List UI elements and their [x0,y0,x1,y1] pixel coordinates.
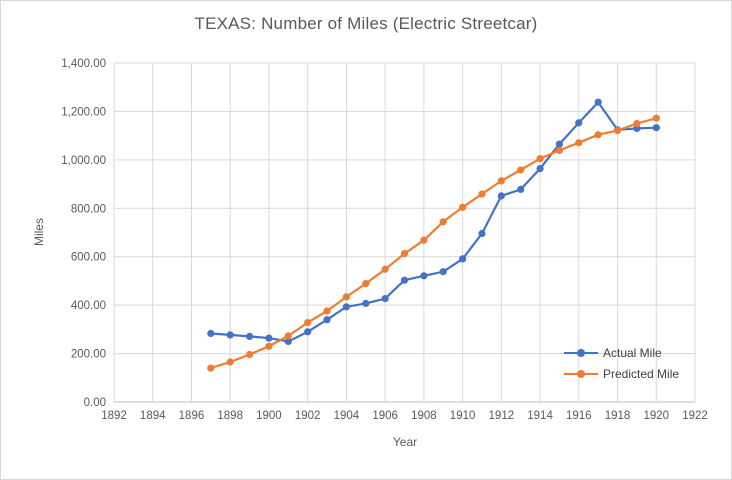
predicted-mile-point[interactable] [594,131,602,139]
actual-mile-point[interactable] [517,185,525,193]
actual-mile-point[interactable] [323,316,331,324]
actual-mile-point[interactable] [400,276,409,284]
x-tick-label: 1918 [605,410,631,422]
y-tick-label: 400.00 [71,300,106,312]
actual-mile-line-marker-icon [564,349,598,357]
actual-mile-point[interactable] [497,192,505,200]
predicted-mile-point[interactable] [613,127,622,135]
actual-mile-point[interactable] [536,165,544,173]
predicted-mile-point[interactable] [652,114,660,122]
predicted-mile-point[interactable] [323,307,331,315]
predicted-mile-point[interactable] [304,319,312,327]
x-tick-label: 1912 [489,410,515,422]
legend-label-actual-mile: Actual Mile [603,346,662,360]
y-axis-title: Miles [32,218,46,247]
predicted-mile-point[interactable] [575,139,583,147]
x-tick-label: 1910 [450,410,476,422]
actual-mile-point[interactable] [304,328,312,336]
actual-mile-point[interactable] [246,332,254,340]
actual-mile-point[interactable] [362,299,370,307]
actual-mile-point[interactable] [652,124,660,132]
actual-mile-point[interactable] [555,140,564,148]
predicted-mile-point[interactable] [633,119,641,128]
y-tick-label: 800.00 [71,203,106,215]
actual-mile-point[interactable] [439,268,447,276]
predicted-mile-point[interactable] [478,190,486,198]
x-tick-label: 1898 [217,410,243,422]
predicted-mile-point[interactable] [381,265,389,273]
y-tick-label: 200.00 [71,349,106,361]
predicted-mile-point[interactable] [265,342,273,350]
predicted-mile-point[interactable] [459,203,467,211]
x-tick-label: 1896 [179,410,205,422]
y-tick-label: 1,000.00 [61,155,106,167]
x-tick-label: 1904 [334,410,360,422]
predicted-mile-point[interactable] [246,350,254,359]
x-tick-label: 1922 [682,410,708,422]
x-tick-label: 1908 [411,410,437,422]
chart-title: TEXAS: Number of Miles (Electric Streetc… [194,14,538,33]
x-tick-label: 1892 [101,410,127,422]
x-tick-label: 1906 [372,410,398,422]
x-tick-label: 1916 [566,410,592,422]
predicted-mile-line[interactable] [209,117,658,370]
y-tick-label: 0.00 [84,397,106,409]
actual-mile-point[interactable] [284,337,292,346]
legend: Actual Mile Predicted Mile [564,346,679,381]
predicted-mile-point[interactable] [420,236,428,244]
predicted-mile-point[interactable] [342,293,350,301]
actual-mile-point[interactable] [420,272,428,280]
legend-item-actual-mile[interactable]: Actual Mile [564,346,679,360]
actual-mile-point[interactable] [265,334,273,342]
predicted-mile-point[interactable] [400,250,409,258]
actual-mile-point[interactable] [381,295,389,303]
predicted-mile-point[interactable] [207,364,215,372]
predicted-mile-point[interactable] [555,146,564,154]
x-tick-label: 1894 [140,410,166,422]
predicted-mile-line-marker-icon [564,370,598,378]
y-tick-label: 600.00 [71,252,106,264]
predicted-mile-point[interactable] [439,218,447,226]
actual-mile-point[interactable] [575,119,583,127]
predicted-mile-point[interactable] [284,332,292,340]
actual-mile-point[interactable] [594,98,602,106]
actual-mile-point[interactable] [459,255,467,263]
legend-item-predicted-mile[interactable]: Predicted Mile [564,367,679,381]
x-axis-title: Year [392,435,418,449]
predicted-mile-point[interactable] [536,155,544,163]
predicted-mile-point[interactable] [226,358,234,366]
actual-mile-point[interactable] [207,329,215,338]
predicted-mile-point[interactable] [362,280,370,288]
x-tick-label: 1900 [256,410,282,422]
y-tick-label: 1,400.00 [61,58,106,70]
predicted-mile-point[interactable] [497,177,505,185]
actual-mile-point[interactable] [478,229,486,238]
actual-mile-point[interactable] [342,303,350,311]
predicted-mile-point[interactable] [517,166,525,174]
x-tick-label: 1902 [295,410,321,422]
x-tick-label: 1914 [527,410,553,422]
y-tick-label: 1,200.00 [61,106,106,118]
legend-label-predicted-mile: Predicted Mile [603,367,680,381]
x-tick-label: 1920 [643,410,669,422]
actual-mile-point[interactable] [226,331,234,339]
